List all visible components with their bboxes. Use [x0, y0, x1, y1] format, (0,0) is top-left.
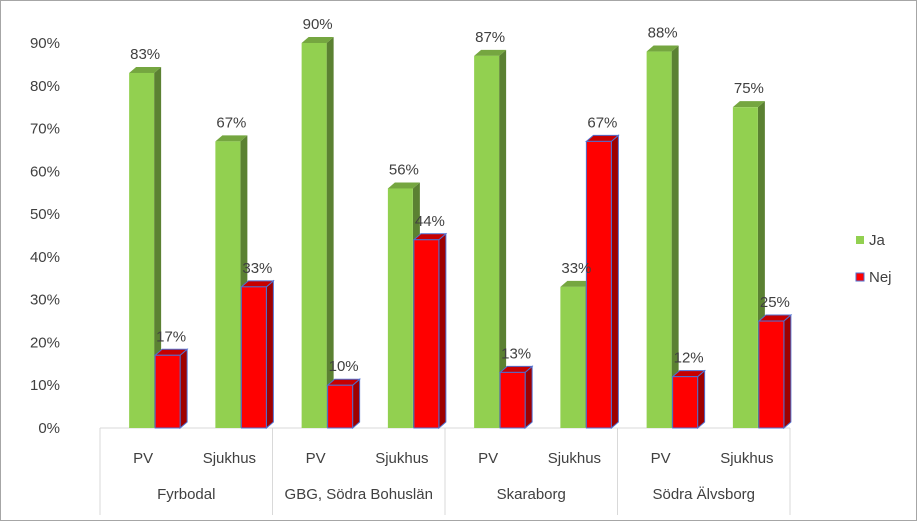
- legend-swatch-ja: [856, 236, 864, 244]
- bar-ja: [301, 37, 334, 428]
- data-label-ja: 83%: [130, 46, 160, 63]
- x-group-label: Södra Älvsborg: [652, 486, 755, 503]
- bar-ja: [129, 66, 162, 428]
- x-group-label: Skaraborg: [497, 486, 566, 503]
- y-tick-label: 70%: [30, 121, 60, 138]
- x-tick-label: Sjukhus: [203, 450, 256, 467]
- y-tick-label: 30%: [30, 292, 60, 309]
- data-label-nej: 33%: [242, 260, 272, 277]
- data-label-ja: 88%: [648, 25, 678, 42]
- bar-nej: [757, 313, 793, 430]
- chart-bars: [129, 37, 793, 430]
- x-tick-label: PV: [651, 450, 671, 467]
- bar-nej: [585, 134, 620, 430]
- data-label-nej: 12%: [674, 350, 704, 367]
- x-tick-label: Sjukhus: [548, 450, 601, 467]
- data-label-nej: 44%: [415, 213, 445, 230]
- data-label-nej: 17%: [156, 328, 186, 345]
- y-tick-label: 60%: [30, 163, 60, 180]
- y-tick-label: 50%: [30, 206, 60, 223]
- y-tick-label: 20%: [30, 334, 60, 351]
- x-tick-label: PV: [306, 450, 326, 467]
- chart-axes: 0% 10% 20% 30% 40% 50% 60% 70% 80% 90% PV Sjukhus PV…: [30, 35, 791, 515]
- bar-nej: [326, 378, 361, 430]
- x-tick-label: PV: [133, 450, 153, 467]
- data-label-nej: 25%: [760, 294, 790, 311]
- legend-swatch-nej: [855, 272, 865, 282]
- x-group-label: GBG, Södra Bohuslän: [285, 486, 433, 503]
- data-label-ja: 75%: [734, 80, 764, 97]
- x-tick-label: Sjukhus: [720, 450, 773, 467]
- bar-ja: [646, 45, 679, 429]
- data-label-ja: 67%: [216, 114, 246, 131]
- data-label-ja: 87%: [475, 29, 505, 46]
- bar-nej: [498, 365, 534, 430]
- data-label-nej: 13%: [501, 345, 531, 362]
- bar-nej: [240, 279, 275, 430]
- chart-legend: Ja Nej: [855, 232, 892, 286]
- data-label-ja: 33%: [561, 260, 591, 277]
- bar-nej: [153, 348, 189, 430]
- x-group-label: Fyrbodal: [157, 486, 215, 503]
- data-label-ja: 90%: [303, 16, 333, 33]
- y-tick-label: 90%: [30, 35, 60, 52]
- y-tick-label: 0%: [38, 420, 60, 437]
- x-tick-label: Sjukhus: [375, 450, 428, 467]
- data-label-ja: 56%: [389, 161, 419, 178]
- data-label-nej: 10%: [329, 358, 359, 375]
- legend-label-ja: Ja: [869, 232, 886, 249]
- bar-ja: [474, 49, 507, 428]
- legend-label-nej: Nej: [869, 269, 892, 286]
- y-tick-label: 10%: [30, 377, 60, 394]
- y-tick-label: 80%: [30, 78, 60, 95]
- x-tick-label: PV: [478, 450, 498, 467]
- chart-data-labels: 83% 17% 67% 33% 90% 10% 56% 44% 87% 13% 33% 67% 88% 1…: [130, 16, 790, 375]
- bar-nej: [412, 232, 448, 430]
- y-tick-label: 40%: [30, 249, 60, 266]
- bar-nej: [671, 369, 706, 430]
- data-label-nej: 67%: [587, 114, 617, 131]
